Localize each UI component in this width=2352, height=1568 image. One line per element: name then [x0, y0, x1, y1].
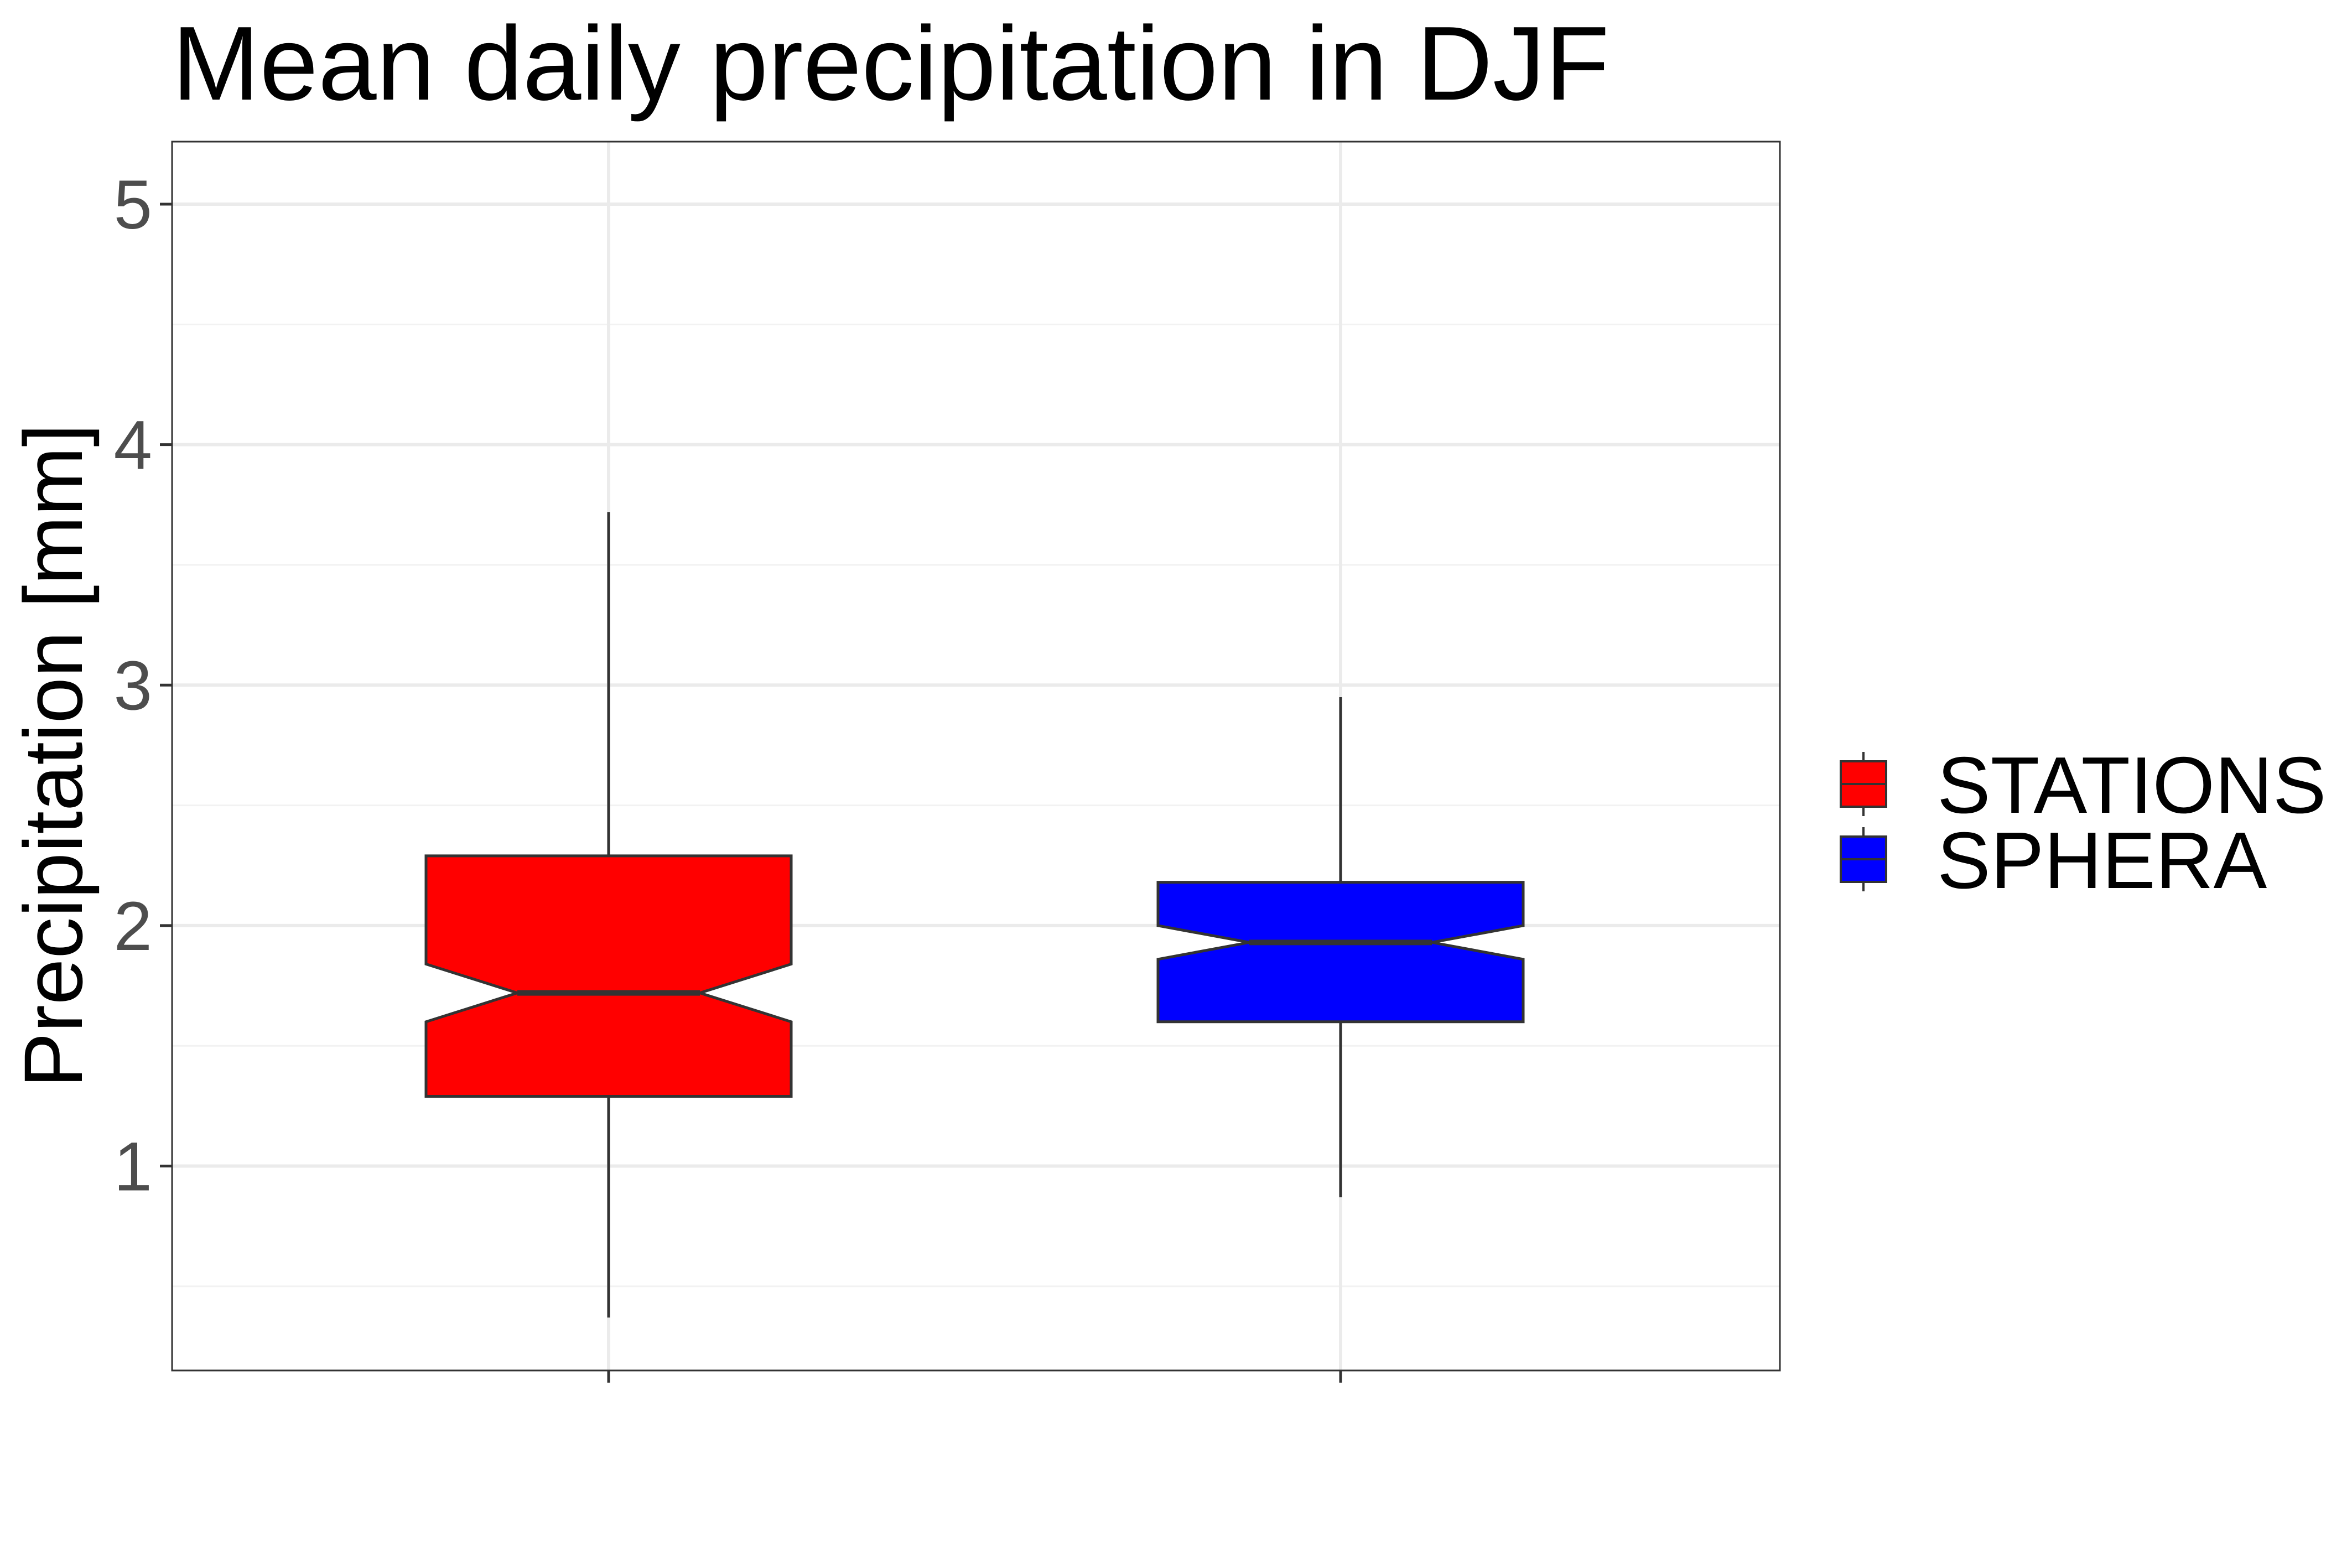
x-axis	[607, 1370, 1342, 1383]
y-axis: 1 2 3 4 5	[113, 167, 172, 1206]
y-tick-label: 1	[113, 1129, 152, 1206]
legend-label: STATIONS	[1937, 740, 2327, 830]
notched-box	[1156, 881, 1525, 1024]
box-stations	[424, 512, 793, 1318]
y-axis-title: Precipitation [mm]	[7, 424, 100, 1088]
plot-border	[171, 141, 1781, 1372]
legend-item-sphera: SPHERA	[1840, 816, 2267, 905]
notched-box	[424, 854, 793, 1098]
y-tick-label: 5	[113, 167, 152, 243]
box-sphera	[1156, 697, 1525, 1198]
boxes-layer	[424, 512, 1525, 1318]
plot-background	[172, 142, 1780, 1370]
legend-label: SPHERA	[1937, 816, 2267, 905]
chart-title: Mean daily precipitation in DJF	[172, 5, 1609, 122]
legend-item-stations: STATIONS	[1840, 740, 2327, 830]
y-tick-label: 4	[113, 407, 152, 484]
y-tick-label: 2	[113, 888, 152, 965]
y-tick-label: 3	[113, 647, 152, 724]
